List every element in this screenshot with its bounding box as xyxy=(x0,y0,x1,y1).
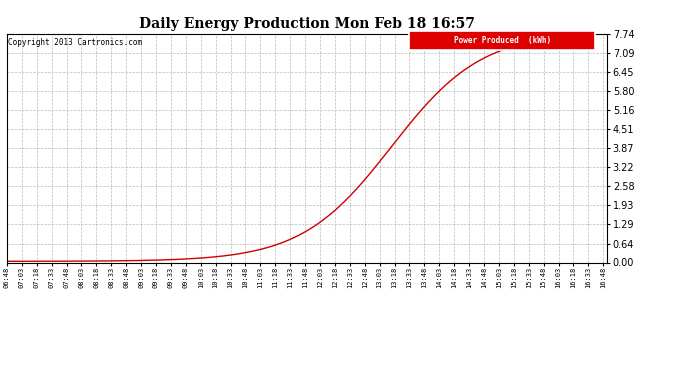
Text: Copyright 2013 Cartronics.com: Copyright 2013 Cartronics.com xyxy=(8,38,142,47)
Title: Daily Energy Production Mon Feb 18 16:57: Daily Energy Production Mon Feb 18 16:57 xyxy=(139,17,475,31)
